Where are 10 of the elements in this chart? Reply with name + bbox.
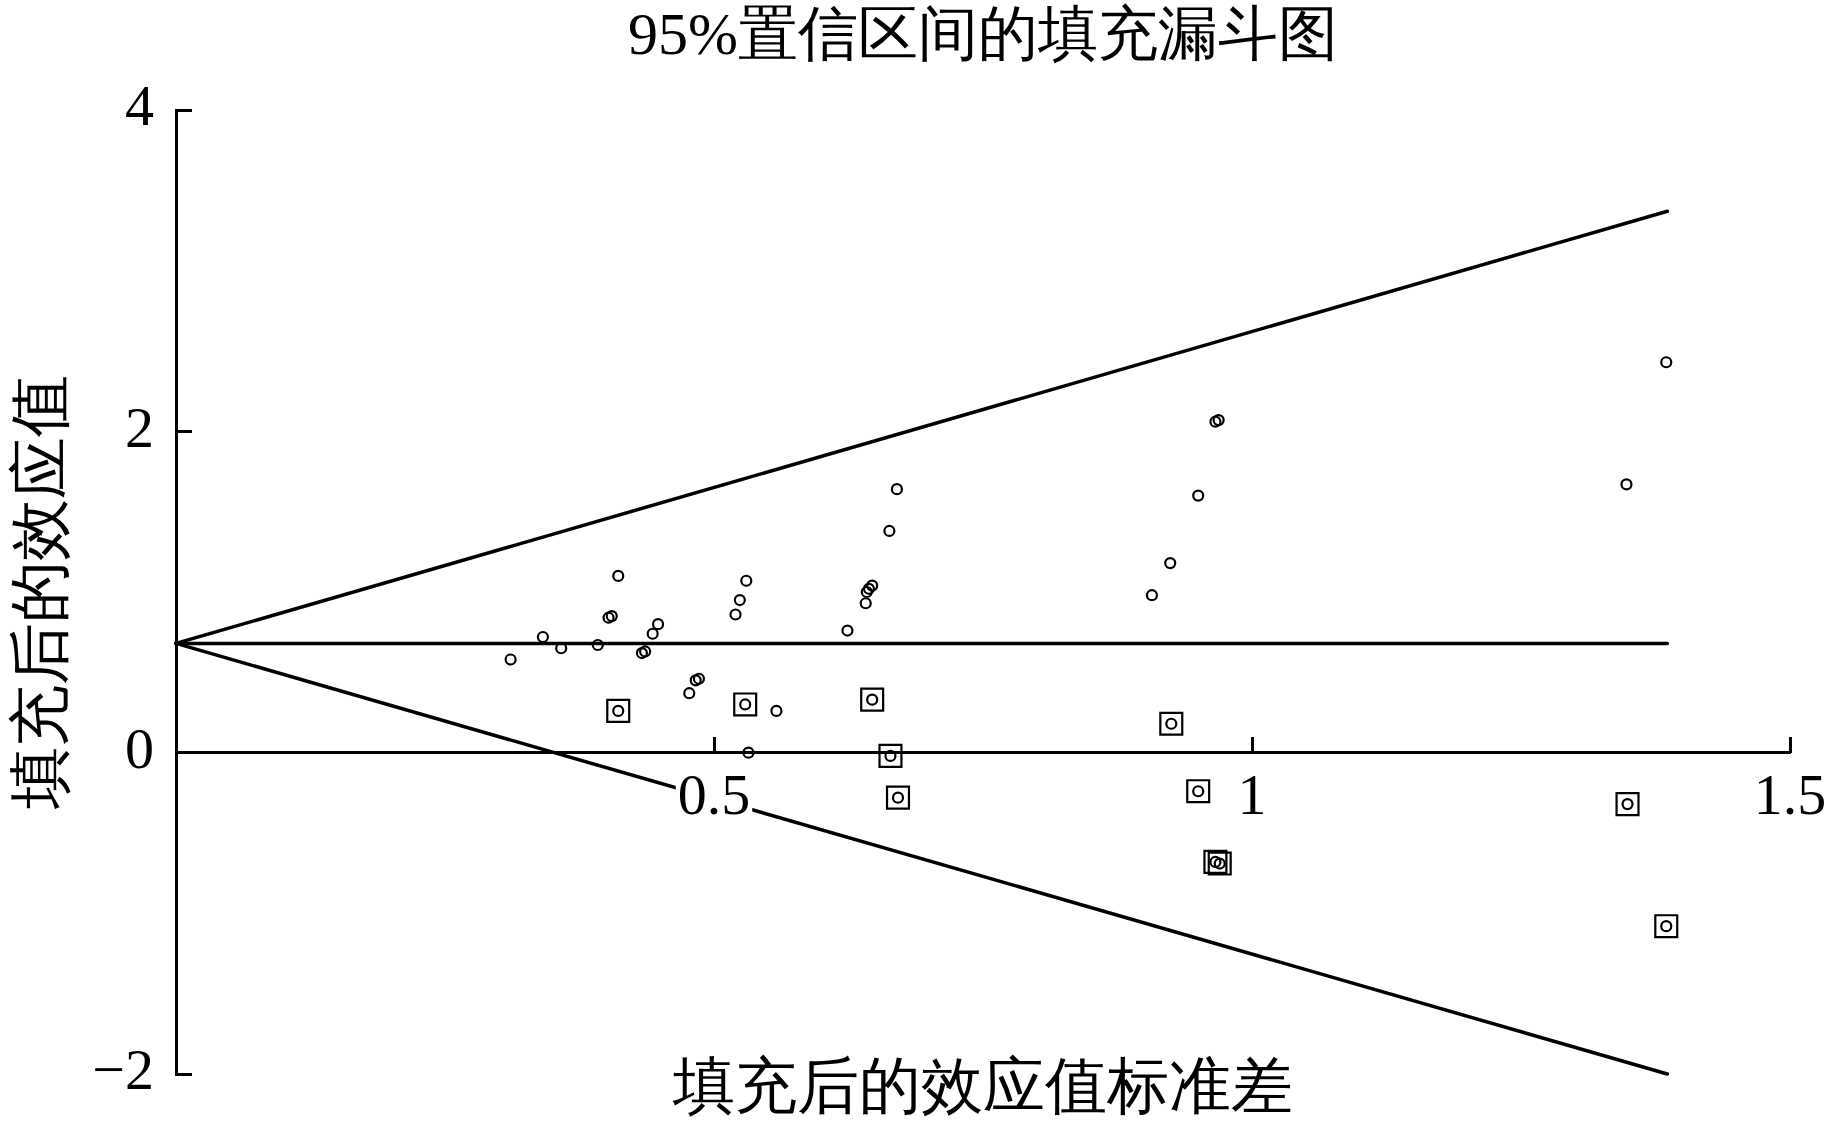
y-tick-label: 2 (125, 394, 154, 460)
y-tick-label: 4 (125, 73, 154, 139)
x-tick-label: 1 (1237, 761, 1267, 827)
y-axis-title: 填充后的效应值 (6, 375, 75, 810)
x-axis-title: 填充后的效应值标准差 (672, 1052, 1293, 1121)
y-tick-label: −2 (92, 1037, 154, 1103)
chart-title: 95%置信区间的填充漏斗图 (628, 0, 1338, 67)
x-tick-label: 1.5 (1753, 761, 1827, 827)
x-tick-label: 0.5 (677, 761, 751, 827)
y-tick-label: 0 (125, 715, 154, 781)
